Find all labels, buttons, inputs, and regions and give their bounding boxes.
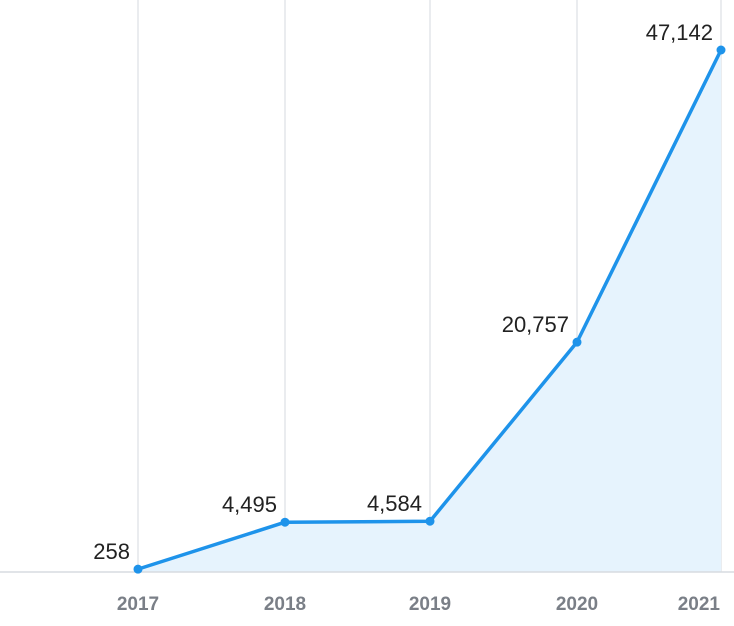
data-label-2021: 47,142	[646, 20, 713, 45]
x-tick-label-2018: 2018	[264, 594, 306, 615]
x-tick-label-2017: 2017	[117, 594, 159, 615]
x-axis-ticks: 2017 2018 2019 2020 2021	[117, 594, 721, 615]
data-point-2017[interactable]	[133, 564, 143, 574]
data-point-2021[interactable]	[716, 45, 726, 55]
data-label-2018: 4,495	[222, 492, 277, 517]
data-points	[133, 45, 726, 574]
data-labels: 258 4,495 4,584 20,757 47,142	[93, 20, 713, 564]
data-point-2020[interactable]	[572, 337, 582, 347]
data-point-2019[interactable]	[425, 516, 435, 526]
data-label-2019: 4,584	[367, 491, 422, 516]
x-tick-label-2020: 2020	[556, 594, 598, 615]
data-label-2017: 258	[93, 539, 130, 564]
series-area	[138, 50, 721, 572]
data-label-2020: 20,757	[502, 312, 569, 337]
x-tick-label-2021: 2021	[678, 594, 721, 615]
x-tick-label-2019: 2019	[409, 594, 451, 615]
data-point-2018[interactable]	[280, 517, 290, 527]
